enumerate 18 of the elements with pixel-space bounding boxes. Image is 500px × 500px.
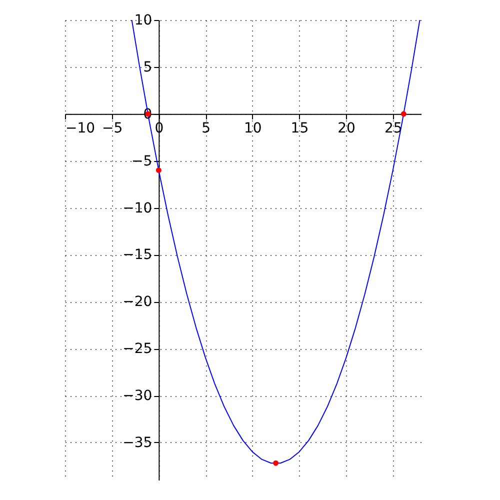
x-tick-label: 20 bbox=[338, 120, 356, 136]
y-tick-label: −35 bbox=[122, 434, 152, 451]
point bbox=[156, 167, 162, 173]
x-tick-label: 5 bbox=[202, 120, 210, 136]
y-tick-label: −30 bbox=[122, 388, 152, 404]
y-tick-label: −20 bbox=[122, 294, 152, 310]
x-tick-label: 15 bbox=[290, 120, 309, 136]
y-tick-label: −10 bbox=[122, 200, 152, 216]
y-tick-label: −15 bbox=[122, 247, 152, 264]
y-tick-label: −25 bbox=[122, 341, 152, 358]
x-tick-label: −10 bbox=[66, 120, 96, 136]
x-tick-label: −5 bbox=[102, 120, 123, 136]
y-tick-label: 10 bbox=[134, 12, 152, 28]
point bbox=[273, 460, 279, 466]
y-tick-label: 5 bbox=[143, 59, 152, 76]
x-tick-label: 10 bbox=[244, 120, 262, 136]
y-tick-label: −5 bbox=[132, 153, 152, 170]
point bbox=[400, 111, 406, 117]
